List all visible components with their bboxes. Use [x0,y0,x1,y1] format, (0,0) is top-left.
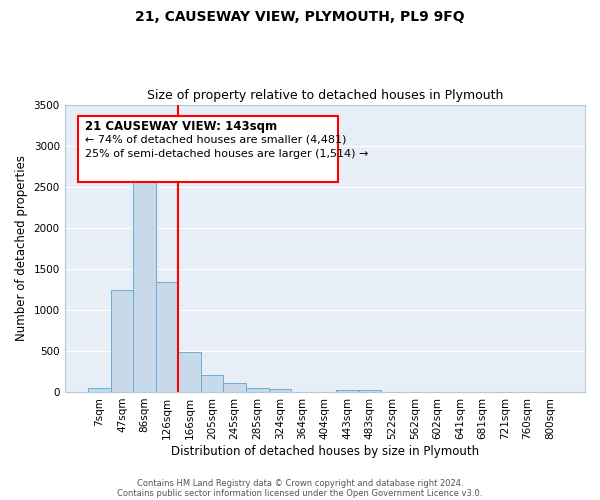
Bar [336,390,359,392]
Bar [223,383,246,392]
Bar [201,375,223,392]
FancyBboxPatch shape [77,116,338,182]
Title: Size of property relative to detached houses in Plymouth: Size of property relative to detached ho… [146,89,503,102]
Text: 25% of semi-detached houses are larger (1,514) →: 25% of semi-detached houses are larger (… [85,149,369,159]
Bar [246,388,269,392]
Text: 21 CAUSEWAY VIEW: 143sqm: 21 CAUSEWAY VIEW: 143sqm [85,120,278,134]
Bar [156,282,178,392]
Bar [88,388,111,392]
Text: Contains public sector information licensed under the Open Government Licence v3: Contains public sector information licen… [118,488,482,498]
X-axis label: Distribution of detached houses by size in Plymouth: Distribution of detached houses by size … [171,444,479,458]
Text: 21, CAUSEWAY VIEW, PLYMOUTH, PL9 9FQ: 21, CAUSEWAY VIEW, PLYMOUTH, PL9 9FQ [135,10,465,24]
Bar [178,352,201,392]
Bar [111,290,133,392]
Text: ← 74% of detached houses are smaller (4,481): ← 74% of detached houses are smaller (4,… [85,134,347,144]
Bar [133,180,156,392]
Text: Contains HM Land Registry data © Crown copyright and database right 2024.: Contains HM Land Registry data © Crown c… [137,478,463,488]
Bar [359,390,381,392]
Bar [269,389,291,392]
Y-axis label: Number of detached properties: Number of detached properties [15,156,28,342]
